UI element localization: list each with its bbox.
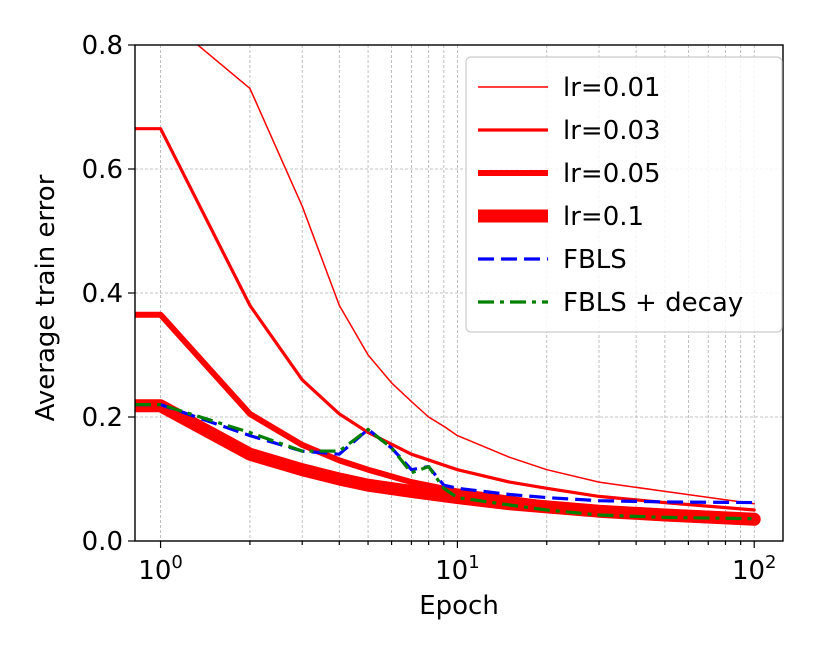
legend-label-lr-0-03: lr=0.03 — [563, 116, 661, 146]
x-tick-label: 101 — [435, 552, 480, 586]
series-line-lr-0-01 — [196, 45, 755, 505]
x-tick-label: 100 — [138, 552, 183, 586]
legend-box — [465, 56, 783, 333]
x-tick-label: 102 — [732, 552, 777, 586]
y-tick-label: 0.2 — [82, 403, 123, 433]
series-line-lr-0-05 — [135, 311, 758, 521]
y-tick-label: 0.6 — [82, 155, 123, 185]
y-tick-label: 0.8 — [82, 31, 123, 61]
legend-label-fbls-decay: FBLS + decay — [563, 288, 743, 318]
axis-ticks: 100 101 102 0.0 0.2 0.4 0.6 0.8 — [82, 31, 777, 586]
series-layer — [135, 45, 761, 526]
y-axis-label: Average train error — [31, 174, 61, 421]
legend-label-lr-0-01: lr=0.01 — [563, 73, 661, 103]
legend-label-fbls: FBLS — [563, 245, 627, 275]
series-line-fbls-decay — [135, 403, 755, 521]
legend-label-lr-0-1: lr=0.1 — [563, 202, 644, 232]
legend-label-lr-0-05: lr=0.05 — [563, 159, 661, 189]
y-tick-label: 0.4 — [82, 279, 123, 309]
series-line-lr-0-03 — [135, 127, 756, 512]
legend: lr=0.01 lr=0.03 lr=0.05 lr=0.1 FBLS FBLS + de… — [465, 56, 783, 333]
series-line-fbls — [135, 403, 755, 505]
x-axis-label: Epoch — [419, 591, 499, 621]
y-tick-label: 0.0 — [82, 527, 123, 557]
